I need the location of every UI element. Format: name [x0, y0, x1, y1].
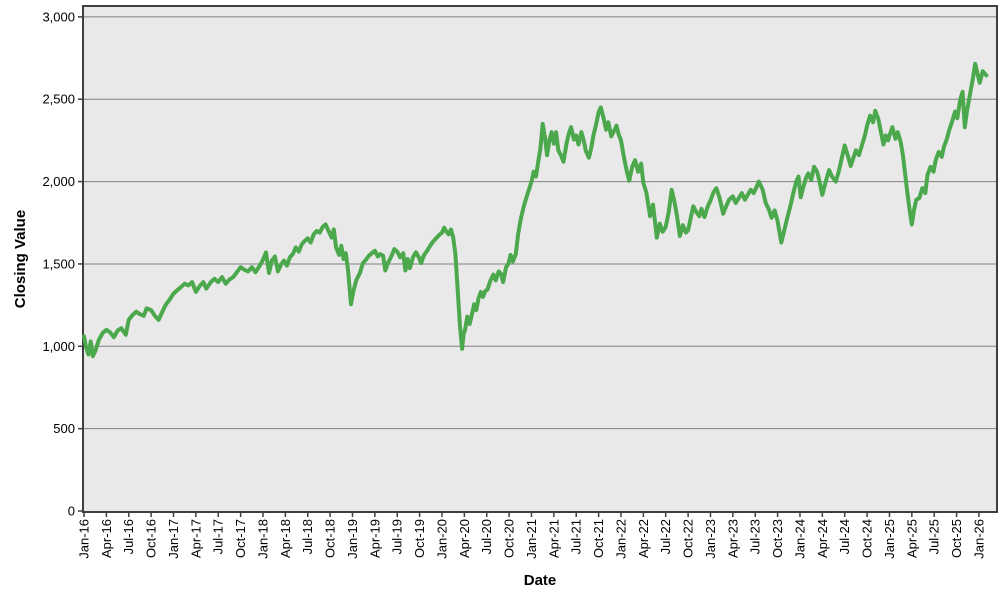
x-tick-label: Oct-19 — [412, 519, 427, 558]
y-axis-title: Closing Value — [12, 209, 29, 309]
x-tick-label: Jul-25 — [927, 519, 942, 554]
x-tick-label: Oct-23 — [770, 519, 785, 558]
x-tick-label: Apr-16 — [99, 519, 114, 558]
x-tick-label: Jan-19 — [345, 519, 360, 559]
x-tick-label: Jan-22 — [613, 519, 628, 559]
x-tick-label: Apr-24 — [815, 519, 830, 558]
x-tick-label: Oct-20 — [502, 519, 517, 558]
x-tick-label: Jan-18 — [255, 519, 270, 559]
x-tick-label: Oct-25 — [949, 519, 964, 558]
x-tick-label: Apr-17 — [188, 519, 203, 558]
plot-border — [82, 5, 998, 513]
x-tick-label: Jul-22 — [658, 519, 673, 554]
plot-area — [84, 7, 996, 511]
y-tick-label: 3,000 — [42, 9, 75, 24]
x-tick-label: Oct-24 — [860, 519, 875, 558]
x-tick-label: Apr-23 — [725, 519, 740, 558]
series-line-closing-value — [82, 61, 989, 359]
x-tick-label: Jul-21 — [569, 519, 584, 554]
y-tick-label: 500 — [53, 421, 75, 436]
x-tick-label: Jul-20 — [479, 519, 494, 554]
x-tick-label: Apr-22 — [636, 519, 651, 558]
x-tick-label: Apr-20 — [457, 519, 472, 558]
x-tick-label: Oct-17 — [233, 519, 248, 558]
x-tick-label: Apr-25 — [904, 519, 919, 558]
y-tick-label: 1,000 — [42, 339, 75, 354]
y-tick-label: 0 — [68, 504, 75, 519]
x-tick-label: Apr-21 — [546, 519, 561, 558]
x-tick-label: Oct-22 — [681, 519, 696, 558]
x-tick-label: Oct-16 — [144, 519, 159, 558]
x-tick-label: Apr-18 — [278, 519, 293, 558]
x-tick-label: Jul-16 — [121, 519, 136, 554]
x-tick-label: Jan-20 — [434, 519, 449, 559]
x-tick-label: Jan-23 — [703, 519, 718, 559]
y-tick-label: 1,500 — [42, 256, 75, 271]
x-tick-label: Jul-23 — [748, 519, 763, 554]
x-tick-label: Jan-26 — [971, 519, 986, 559]
y-tick-label: 2,500 — [42, 92, 75, 107]
x-tick-label: Jul-17 — [211, 519, 226, 554]
x-tick-label: Jan-21 — [524, 519, 539, 559]
x-axis-title: Date — [523, 572, 557, 589]
x-tick-label: Jul-18 — [300, 519, 315, 554]
x-tick-label: Jul-19 — [390, 519, 405, 554]
x-tick-label: Jan-16 — [77, 519, 92, 559]
x-tick-label: Oct-21 — [591, 519, 606, 558]
x-tick-label: Oct-18 — [323, 519, 338, 558]
y-tick-label: 2,000 — [42, 174, 75, 189]
x-tick-label: Jan-24 — [792, 519, 807, 559]
x-tick-label: Jan-17 — [166, 519, 181, 559]
x-tick-label: Jul-24 — [837, 519, 852, 554]
x-tick-label: Apr-19 — [367, 519, 382, 558]
x-tick-label: Jan-25 — [882, 519, 897, 559]
